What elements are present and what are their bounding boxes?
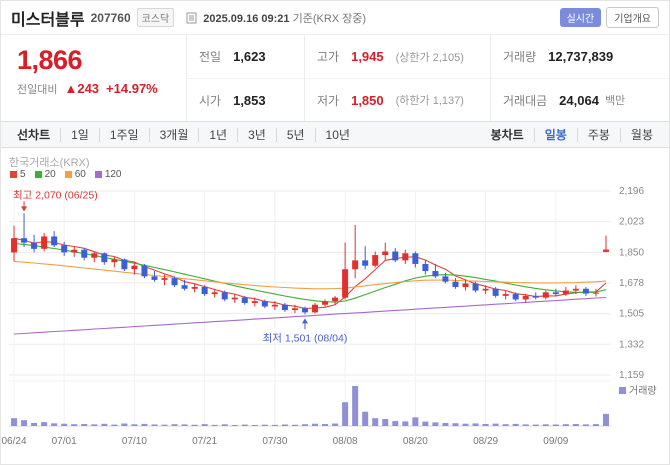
market-badge: 코스닥 <box>136 8 175 27</box>
svg-text:09/09: 09/09 <box>543 436 568 447</box>
volume-legend-swatch <box>619 387 626 394</box>
svg-text:07/10: 07/10 <box>122 436 147 447</box>
range-button-5[interactable]: 5년 <box>275 127 315 142</box>
low-label: 저가 <box>317 93 340 108</box>
volume-legend-label: 거래량 <box>629 385 657 397</box>
grid-lines: 2,196 2,023 1,850 1,678 1,505 1,332 1,159 <box>9 186 644 427</box>
chart-toolbar: 선차트 1일 1주일 3개월 1년 3년 5년 10년 봉차트 일봉 주봉 월봉 <box>1 121 669 148</box>
svg-text:1,332: 1,332 <box>619 339 644 350</box>
svg-text:1,850: 1,850 <box>619 247 644 258</box>
ma-legend-item-120: 120 <box>94 169 122 180</box>
upper-limit: (상한가 2,105) <box>395 51 464 64</box>
trade-amount-value: 24,064 <box>559 92 599 108</box>
price-detail-table: 전일 1,623 고가 1,945 (상한가 2,105) 거래량 12,737… <box>186 35 669 121</box>
price-change-row: 전일대비 ▲243 +14.97% <box>17 81 170 97</box>
stock-title: 미스터블루 <box>11 11 85 29</box>
low-annotation: 최저 1,501 (08/04) <box>263 332 348 344</box>
low-value: 1,850 <box>351 92 384 108</box>
chart-type-line-button[interactable]: 선차트 <box>17 127 51 142</box>
x-axis-labels: 06/24 07/01 07/10 07/21 07/30 08/08 08/20 08/29… <box>2 436 569 447</box>
volume-bars: 거래량 <box>11 385 657 426</box>
range-button-4[interactable]: 3년 <box>237 127 276 142</box>
change-percent: +14.97% <box>106 81 158 97</box>
current-price-block: 1,866 전일대비 ▲243 +14.97% <box>1 35 186 121</box>
period-button-2[interactable]: 월봉 <box>619 127 663 142</box>
volume-label: 거래량 <box>503 50 537 64</box>
ma-legend-swatch <box>64 171 72 178</box>
timestamp-datetime: 2025.09.16 09:21 <box>203 12 290 25</box>
candlestick-chart: 2,196 2,023 1,850 1,678 1,505 1,332 1,159 거래량 06… <box>2 186 657 447</box>
lower-limit: (하한가 1,137) <box>395 95 464 107</box>
realtime-badge[interactable]: 실시간 <box>559 8 602 27</box>
ma-line-20 <box>13 242 607 303</box>
ma-line-120 <box>13 296 607 335</box>
range-button-3[interactable]: 1년 <box>198 127 237 142</box>
current-price: 1,866 <box>17 45 83 75</box>
price-panel: 1,866 전일대비 ▲243 +14.97% 전일 1,623 고가 1,94… <box>1 35 669 121</box>
period-button-1[interactable]: 주봉 <box>576 127 620 142</box>
high-value: 1,945 <box>351 49 384 64</box>
document-icon <box>186 12 197 24</box>
exchange-watermark: 한국거래소(KRX) <box>9 157 90 169</box>
ma-line-60 <box>13 260 607 290</box>
annotations: 최고 2,070 (06/25) 최저 1,501 (08/04) <box>13 189 347 344</box>
range-button-0[interactable]: 1일 <box>60 127 99 142</box>
range-button-group: 선차트 1일 1주일 3개월 1년 3년 5년 10년 <box>7 127 360 142</box>
candles-group <box>11 213 609 315</box>
svg-text:1,505: 1,505 <box>619 309 644 320</box>
trade-amount-label: 거래대금 <box>503 93 548 108</box>
high-label: 고가 <box>317 50 340 64</box>
svg-text:07/30: 07/30 <box>262 436 287 447</box>
ma-line-5 <box>13 237 607 309</box>
low-cell: 저가 1,850 (하한가 1,137) <box>304 78 490 121</box>
ma-lines <box>13 237 607 335</box>
prev-close-value: 1,623 <box>233 49 266 64</box>
svg-text:08/20: 08/20 <box>403 436 428 447</box>
stock-code: 207760 <box>90 10 131 25</box>
open-value: 1,853 <box>233 92 266 108</box>
svg-text:08/08: 08/08 <box>333 436 358 447</box>
svg-text:1,159: 1,159 <box>619 370 644 381</box>
header: 미스터블루 207760 코스닥 2025.09.16 09:21 기준(KRX… <box>1 1 669 35</box>
range-button-2[interactable]: 3개월 <box>148 127 199 142</box>
ma-legend-item-20: 20 <box>34 169 56 180</box>
ma-legend: 5 20 60 120 <box>10 169 122 180</box>
change-label: 전일대비 <box>17 84 58 97</box>
svg-text:07/01: 07/01 <box>52 436 77 447</box>
range-button-6[interactable]: 10년 <box>314 127 360 142</box>
prev-close-cell: 전일 1,623 <box>186 35 304 78</box>
svg-text:07/21: 07/21 <box>192 436 217 447</box>
chart-section: 한국거래소(KRX) 5 20 60 120 2,196 2,023 1,850 1,678… <box>1 148 669 463</box>
ma-legend-swatch <box>10 171 17 178</box>
open-label: 시가 <box>199 93 222 108</box>
volume-cell: 거래량 12,737,839 <box>490 35 669 78</box>
trade-amount-unit: 백만 <box>604 95 626 107</box>
range-button-1[interactable]: 1주일 <box>98 127 149 142</box>
svg-text:08/29: 08/29 <box>473 436 498 447</box>
open-cell: 시가 1,853 <box>186 78 304 121</box>
period-button-group: 봉차트 일봉 주봉 월봉 <box>481 127 663 142</box>
high-annotation: 최고 2,070 (06/25) <box>13 189 98 201</box>
svg-text:1,678: 1,678 <box>619 278 644 289</box>
svg-text:2,023: 2,023 <box>619 217 644 228</box>
period-button-0[interactable]: 일봉 <box>533 127 577 142</box>
ma-legend-swatch <box>94 171 102 178</box>
ma-legend-item-60: 60 <box>64 169 86 180</box>
timestamp: 2025.09.16 09:21 기준(KRX 장중) <box>203 10 366 26</box>
trade-amount-cell: 거래대금 24,064 백만 <box>490 78 669 121</box>
company-overview-button[interactable]: 기업개요 <box>606 7 659 28</box>
prev-close-label: 전일 <box>199 50 222 64</box>
header-badges: 실시간 기업개요 <box>559 7 659 28</box>
svg-text:2,196: 2,196 <box>619 186 644 197</box>
timestamp-suffix: 기준(KRX 장중) <box>292 12 367 25</box>
volume-value: 12,737,839 <box>548 49 614 64</box>
svg-text:06/24: 06/24 <box>2 436 27 447</box>
ma-legend-swatch <box>34 171 42 178</box>
chart-type-candle-button[interactable]: 봉차트 <box>490 127 524 142</box>
change-value: ▲243 <box>64 81 100 97</box>
high-cell: 고가 1,945 (상한가 2,105) <box>304 35 490 78</box>
ma-legend-item-5: 5 <box>10 169 26 180</box>
